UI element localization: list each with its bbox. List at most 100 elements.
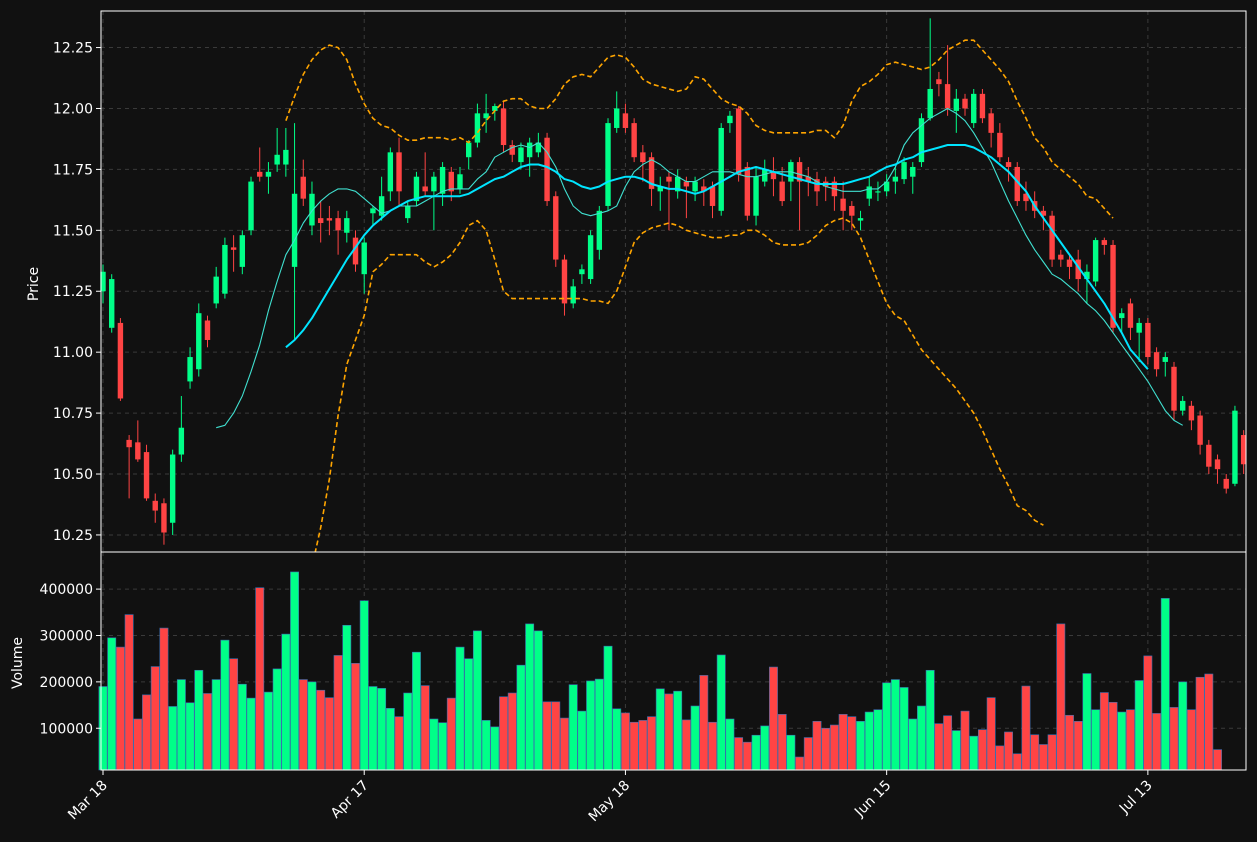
candle-body	[944, 84, 951, 109]
volume-bar	[255, 587, 265, 771]
volume-bar	[264, 691, 273, 771]
volume-bar	[499, 696, 508, 771]
candle-body	[291, 193, 298, 267]
volume-bars	[98, 571, 1222, 771]
candle-body	[230, 247, 237, 250]
volume-bar	[620, 712, 630, 771]
candle-body	[701, 186, 707, 192]
candle-body	[718, 127, 724, 211]
volume-bar	[969, 735, 979, 771]
volume-bar	[1038, 744, 1048, 771]
volume-bar	[1169, 707, 1179, 771]
volume-bar	[420, 685, 430, 771]
candle-body	[483, 113, 489, 119]
volume-bar	[525, 623, 535, 771]
price-tick-label: 10.75	[53, 406, 93, 422]
bollinger-upper-line	[285, 39, 1114, 219]
candle-body	[962, 98, 968, 109]
candle-body	[474, 113, 481, 143]
volume-bar	[681, 719, 691, 771]
candle-body	[239, 235, 246, 267]
volume-bar	[751, 734, 761, 771]
volume-bar	[960, 710, 970, 771]
candle-body	[927, 88, 933, 119]
candle-body	[683, 181, 690, 187]
volume-panel-frame	[100, 551, 1247, 771]
candle-body	[500, 108, 507, 146]
candle-body	[971, 93, 977, 124]
price-tick-label: 10.50	[53, 467, 93, 483]
candle-body	[1145, 322, 1151, 358]
candle-body	[840, 198, 846, 211]
volume-bar	[586, 680, 596, 771]
candle-body	[317, 218, 324, 224]
volume-bar	[977, 729, 987, 771]
candle-body	[614, 108, 620, 128]
volume-bar	[438, 722, 448, 771]
volume-bar	[1082, 673, 1092, 771]
volume-bar	[368, 686, 378, 771]
candle-body	[1101, 240, 1108, 245]
candle-body	[1232, 410, 1238, 484]
volume-bar	[229, 658, 239, 771]
volume-bar	[1073, 720, 1083, 771]
volume-bar	[1213, 749, 1222, 771]
volume-bar	[1160, 598, 1170, 771]
candle-body	[918, 118, 925, 163]
volume-bar	[150, 666, 160, 771]
volume-bar	[490, 726, 500, 771]
candle-body	[753, 176, 759, 216]
volume-bar	[324, 697, 334, 771]
price-tick-label: 12.25	[53, 41, 93, 57]
volume-bar	[203, 693, 212, 771]
volume-bar	[385, 708, 395, 771]
candle-body	[735, 108, 742, 175]
candle-body	[326, 218, 333, 221]
volume-bar	[899, 687, 909, 771]
candle-body	[466, 142, 472, 158]
volume-bar	[1056, 623, 1066, 771]
candle-body	[892, 176, 899, 182]
candle-body	[143, 452, 150, 499]
candle-body	[518, 147, 524, 163]
candle-body	[910, 166, 916, 177]
candle-body	[988, 113, 994, 133]
volume-tick-label: 300000	[40, 628, 93, 644]
candle-body	[526, 142, 533, 158]
candle-body	[553, 196, 559, 260]
candle-body	[1014, 166, 1020, 202]
candle-body	[605, 123, 611, 206]
volume-bar	[629, 721, 639, 771]
price-y-axis: 10.25 10.50 10.75 11.00 11.25 11.50 11.75 12.00…	[53, 41, 101, 544]
volume-bar	[612, 708, 622, 771]
volume-bar	[568, 684, 578, 771]
candle-body	[309, 193, 315, 226]
price-tick-label: 12.00	[53, 101, 93, 117]
volume-bar	[1117, 711, 1127, 771]
volume-bar	[699, 675, 709, 771]
candle-body	[1162, 357, 1168, 362]
candle-body	[1188, 405, 1195, 421]
volume-bar	[176, 679, 186, 771]
volume-bar	[725, 718, 735, 771]
candle-body	[1075, 259, 1081, 280]
candle-body	[344, 218, 350, 233]
candle-body	[248, 181, 254, 231]
volume-bar	[829, 724, 839, 771]
candle-body	[579, 269, 585, 275]
volume-bar	[560, 717, 569, 771]
volume-bar	[917, 705, 926, 771]
candle-body	[883, 181, 890, 192]
volume-bar	[838, 714, 848, 771]
candle-body	[413, 176, 420, 202]
volume-bar	[533, 630, 543, 771]
volume-bar	[934, 723, 944, 771]
candle-body	[1040, 210, 1047, 216]
volume-bar	[237, 683, 247, 771]
volume-bar	[1186, 709, 1196, 771]
volume-bar	[742, 741, 752, 771]
candle-body	[274, 154, 280, 165]
volume-bar	[777, 714, 787, 771]
volume-bar	[594, 678, 604, 771]
volume-bar	[795, 756, 805, 771]
